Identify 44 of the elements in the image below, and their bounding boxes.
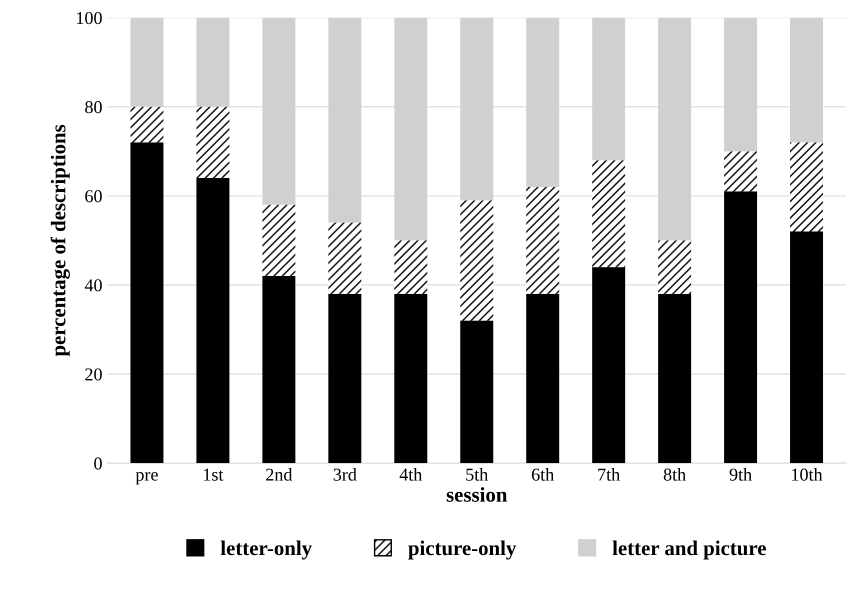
x-tick-label: 8th: [664, 468, 686, 481]
y-tick-label: 60: [85, 190, 102, 202]
bar: [790, 232, 824, 464]
x-tick-label: 6th: [532, 468, 554, 481]
bar: [262, 204, 296, 276]
bar: [328, 294, 362, 464]
legend-label: picture-only: [408, 540, 516, 560]
x-tick-label: pre: [136, 472, 158, 484]
bar: [658, 294, 692, 464]
x-tick-label: 9th: [730, 468, 752, 481]
x-tick-label: 7th: [598, 468, 620, 481]
legend-label: letter-only: [220, 540, 312, 560]
bar: [262, 276, 296, 464]
legend-label: letter and picture: [612, 540, 766, 560]
x-tick-label: 10th: [792, 468, 822, 481]
bar: [724, 191, 758, 464]
bar: [592, 267, 626, 464]
x-axis-title: session: [446, 487, 508, 502]
x-tick-label: 1st: [204, 468, 224, 481]
x-tick-label: 5th: [466, 468, 488, 481]
bar: [790, 142, 824, 232]
y-tick-label: 80: [85, 101, 102, 114]
x-tick-label: 3rd: [334, 468, 357, 481]
x-tick-label: 4th: [400, 468, 422, 481]
bar: [724, 151, 758, 192]
y-tick-label: 100: [77, 12, 102, 24]
bar: [394, 240, 428, 294]
bar: [460, 200, 494, 321]
y-tick-label: 0: [94, 457, 102, 470]
x-tick-label: 2nd: [266, 468, 292, 481]
bar: [658, 240, 692, 294]
bar: [130, 142, 164, 464]
y-tick-label: 40: [84, 279, 102, 292]
y-tick-label: 20: [85, 368, 102, 380]
bar: [130, 106, 164, 142]
bar: [460, 320, 494, 464]
bar: [328, 222, 362, 294]
bar: [526, 294, 560, 464]
bar: [526, 186, 560, 294]
bar: [592, 160, 626, 268]
bar: [196, 178, 230, 464]
bar: [394, 294, 428, 464]
bar: [196, 106, 230, 178]
y-axis-title: percentage of descriptions: [50, 124, 70, 356]
